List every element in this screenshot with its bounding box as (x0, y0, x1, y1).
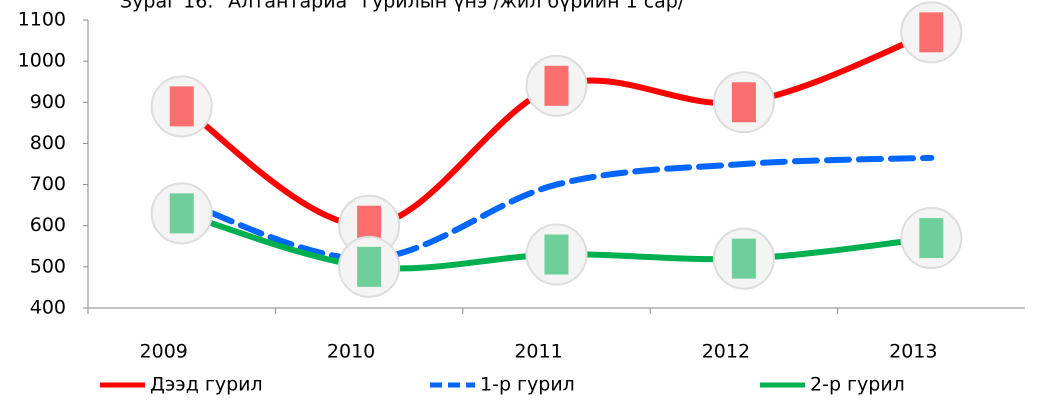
x-tick-label: 2013 (889, 341, 937, 363)
marker-icon (919, 12, 943, 52)
chart: Зураг 16. "Алтантариа" гурилын үнэ /жил … (0, 0, 1040, 411)
x-tick-label: 2011 (514, 341, 562, 363)
y-tick-label: 1100 (18, 9, 66, 31)
y-tick-label: 1000 (18, 50, 66, 72)
marker-icon (170, 86, 194, 126)
marker-icon (545, 235, 569, 275)
legend-label: 2-р гурил (810, 374, 905, 396)
y-tick-label: 900 (30, 91, 66, 113)
y-tick-label: 600 (30, 214, 66, 236)
legend-label: 1-р гурил (480, 374, 575, 396)
y-tick-label: 400 (30, 297, 66, 319)
marker-icon (732, 82, 756, 122)
marker-icon (357, 247, 381, 287)
legend-label: Дээд гурил (150, 374, 263, 396)
marker-icon (919, 218, 943, 258)
y-tick-label: 800 (30, 132, 66, 154)
chart-title: Зураг 16. "Алтантариа" гурилын үнэ /жил … (120, 0, 685, 13)
y-tick-label: 500 (30, 255, 66, 277)
x-tick-label: 2012 (702, 341, 750, 363)
marker-icon (170, 193, 194, 233)
x-tick-label: 2009 (140, 341, 188, 363)
marker-icon (732, 239, 756, 279)
x-tick-label: 2010 (327, 341, 375, 363)
y-tick-label: 700 (30, 173, 66, 195)
marker-icon (545, 66, 569, 106)
